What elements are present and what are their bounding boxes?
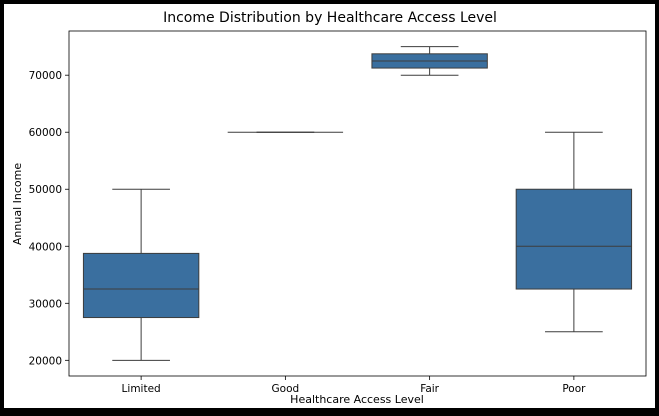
- chart-frame: Income Distribution by Healthcare Access…: [4, 4, 655, 408]
- y-tick-label: 30000: [29, 298, 62, 310]
- x-tick-label: Poor: [562, 383, 586, 395]
- y-tick-label: 60000: [29, 127, 62, 139]
- y-tick-label: 50000: [29, 184, 62, 196]
- y-axis: 20000 30000 40000 50000 60000 70000: [29, 70, 69, 367]
- y-tick-label: 40000: [29, 241, 62, 253]
- box-fair: [371, 46, 488, 76]
- y-tick-label: 20000: [29, 355, 62, 367]
- box-poor: [515, 131, 633, 333]
- iqr-box: [82, 252, 200, 319]
- box-plot-chart: Income Distribution by Healthcare Access…: [11, 10, 647, 406]
- boxes-group: [82, 46, 633, 361]
- plot-area-border: [68, 30, 647, 377]
- x-axis-label: Healthcare Access Level: [290, 393, 424, 406]
- y-axis-label: Annual Income: [11, 163, 24, 245]
- y-tick-label: 70000: [29, 70, 62, 82]
- x-tick-label: Limited: [122, 383, 161, 395]
- x-tick-label: Good: [272, 383, 300, 395]
- x-tick-label: Fair: [420, 383, 439, 395]
- iqr-box: [515, 188, 633, 290]
- box-limited: [82, 188, 200, 361]
- x-axis: Limited Good Fair Poor: [122, 376, 586, 395]
- chart-title: Income Distribution by Healthcare Access…: [163, 10, 497, 26]
